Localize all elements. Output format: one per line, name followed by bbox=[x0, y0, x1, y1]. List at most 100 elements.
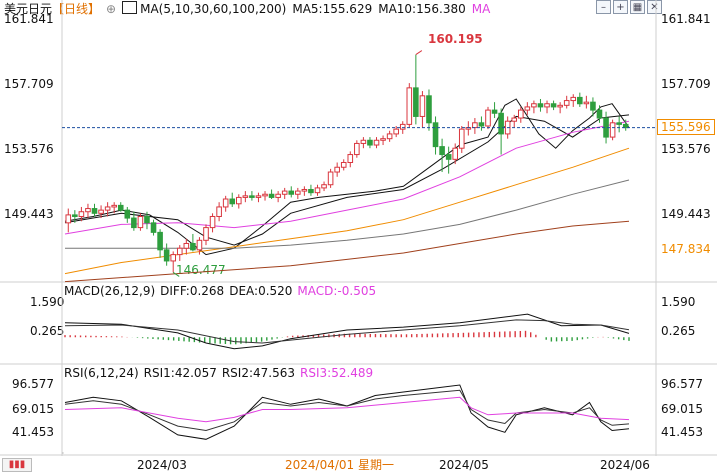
candle-body bbox=[590, 101, 596, 111]
ma-line-ma100 bbox=[65, 179, 630, 249]
plus-box-icon[interactable]: + bbox=[613, 0, 628, 14]
high-marker bbox=[415, 50, 423, 56]
candle-body bbox=[295, 190, 301, 195]
candle-body bbox=[439, 146, 445, 156]
candle-body bbox=[327, 171, 334, 186]
minus-box-icon[interactable]: – bbox=[596, 0, 611, 14]
candle-body bbox=[170, 254, 177, 262]
candle-body bbox=[111, 204, 117, 208]
candle-body bbox=[314, 187, 321, 194]
candle-body bbox=[150, 222, 157, 233]
candle-body bbox=[544, 103, 550, 108]
macd-right-tick-1: 1.590 bbox=[661, 295, 696, 309]
macd-label: MACD(26,12,9) bbox=[64, 284, 156, 298]
low-price-label: 146.477 bbox=[176, 263, 226, 277]
candle-body bbox=[196, 239, 203, 251]
candle-body bbox=[275, 193, 281, 198]
candle-body bbox=[511, 117, 518, 122]
candle-body bbox=[117, 204, 124, 211]
rsi-line-rsi1 bbox=[64, 384, 630, 440]
bar-chart-icon[interactable]: ▮▮▮ bbox=[2, 458, 32, 472]
rsi2-value: RSI2:47.563 bbox=[221, 366, 296, 380]
candle-body bbox=[485, 109, 491, 127]
candle-body bbox=[262, 193, 268, 197]
candle-body bbox=[432, 122, 439, 148]
left-tick-4: 149.443 bbox=[4, 207, 54, 221]
candle-body bbox=[609, 122, 616, 138]
high-price-label: 160.195 bbox=[428, 32, 483, 46]
candle-body bbox=[321, 184, 327, 189]
candle-body bbox=[563, 100, 570, 106]
candle-body bbox=[163, 249, 170, 262]
period-label[interactable]: 【日线】 bbox=[52, 2, 101, 16]
right-tick-4: 149.443 bbox=[661, 207, 711, 221]
candle-body bbox=[85, 208, 91, 213]
candle-body bbox=[393, 128, 399, 135]
candle-body bbox=[406, 87, 413, 125]
macd-right-tick-2: 0.265 bbox=[661, 324, 696, 338]
candle-body bbox=[216, 206, 222, 217]
candle-body bbox=[583, 101, 590, 105]
candle-body bbox=[622, 123, 629, 129]
candle-body bbox=[426, 95, 432, 124]
candle-body bbox=[550, 103, 557, 108]
candle-body bbox=[472, 122, 478, 129]
candle-body bbox=[399, 123, 406, 130]
chart-icon[interactable] bbox=[122, 1, 138, 14]
macd-diff: DIFF:0.268 bbox=[160, 284, 225, 298]
candle-body bbox=[249, 195, 255, 198]
ma-line-ma60 bbox=[64, 147, 630, 275]
time-label-may: 2024/05 bbox=[439, 458, 489, 472]
left-tick-2: 157.709 bbox=[4, 77, 54, 91]
rsi-left-tick-3: 41.453 bbox=[12, 425, 54, 439]
candle-body bbox=[281, 190, 288, 195]
macd-header: MACD(26,12,9) DIFF:0.268 DEA:0.520 MACD:-0.… bbox=[64, 284, 381, 298]
candle-body bbox=[380, 138, 386, 141]
symbol-label: 美元日元 bbox=[4, 2, 53, 16]
right-tick-5: 147.834 bbox=[661, 242, 711, 256]
candle-body bbox=[334, 166, 340, 173]
candle-body bbox=[308, 188, 314, 194]
current-price-tag: 155.596 bbox=[657, 119, 715, 135]
rsi-label: RSI(6,12,24) bbox=[64, 366, 139, 380]
close-box-icon[interactable]: ✕ bbox=[647, 0, 662, 14]
chart-header: 美元日元【日线】 ⊕ MA(5,10,30,60,100,200) MA5:155.6… bbox=[4, 0, 496, 16]
right-tick-1: 161.841 bbox=[661, 12, 711, 26]
candle-body bbox=[491, 109, 498, 114]
candle-body bbox=[137, 215, 144, 229]
candle-body bbox=[386, 133, 393, 140]
candle-body bbox=[72, 214, 78, 217]
low-marker bbox=[172, 272, 180, 277]
left-tick-1: 161.841 bbox=[4, 12, 54, 26]
candle-body bbox=[242, 195, 249, 198]
time-label-mar: 2024/03 bbox=[137, 458, 187, 472]
candle-body bbox=[98, 209, 104, 214]
candle-body bbox=[367, 139, 373, 146]
macd-left-tick-1: 1.590 bbox=[30, 295, 65, 309]
candle-body bbox=[65, 214, 72, 224]
rsi1-value: RSI1:42.057 bbox=[143, 366, 217, 380]
rsi-left-tick-1: 96.577 bbox=[12, 377, 54, 391]
rsi-left-tick-2: 69.015 bbox=[12, 402, 54, 416]
rsi-right-tick-3: 41.453 bbox=[661, 425, 703, 439]
candle-body bbox=[577, 96, 583, 105]
candle-body bbox=[268, 193, 275, 198]
candle-body bbox=[183, 242, 190, 249]
candle-body bbox=[616, 122, 622, 125]
ma5-value: MA5:155.629 bbox=[292, 2, 373, 16]
grid-icon[interactable]: ▦ bbox=[630, 0, 645, 14]
ma-params: MA(5,10,30,60,100,200) bbox=[140, 2, 287, 16]
candle-body bbox=[144, 215, 150, 224]
candle-body bbox=[413, 87, 419, 117]
candle-body bbox=[288, 190, 295, 195]
zoom-icon[interactable]: ⊕ bbox=[106, 2, 117, 16]
macd-line-diff bbox=[64, 313, 630, 350]
rsi-right-tick-1: 96.577 bbox=[661, 377, 703, 391]
rsi-line-rsi3 bbox=[64, 396, 630, 423]
candle-body bbox=[340, 161, 347, 168]
candle-body bbox=[596, 109, 603, 119]
candle-body bbox=[498, 112, 504, 135]
ma-more: MA bbox=[471, 2, 491, 16]
candle-body bbox=[78, 211, 85, 217]
